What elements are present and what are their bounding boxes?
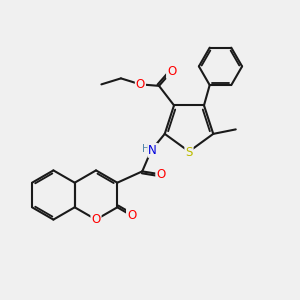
- Text: O: O: [167, 65, 176, 78]
- Text: H: H: [142, 144, 150, 154]
- Text: N: N: [148, 144, 157, 157]
- Text: O: O: [156, 168, 166, 181]
- Text: O: O: [127, 209, 136, 222]
- Text: S: S: [185, 146, 193, 160]
- Text: O: O: [92, 213, 100, 226]
- Text: O: O: [136, 78, 145, 91]
